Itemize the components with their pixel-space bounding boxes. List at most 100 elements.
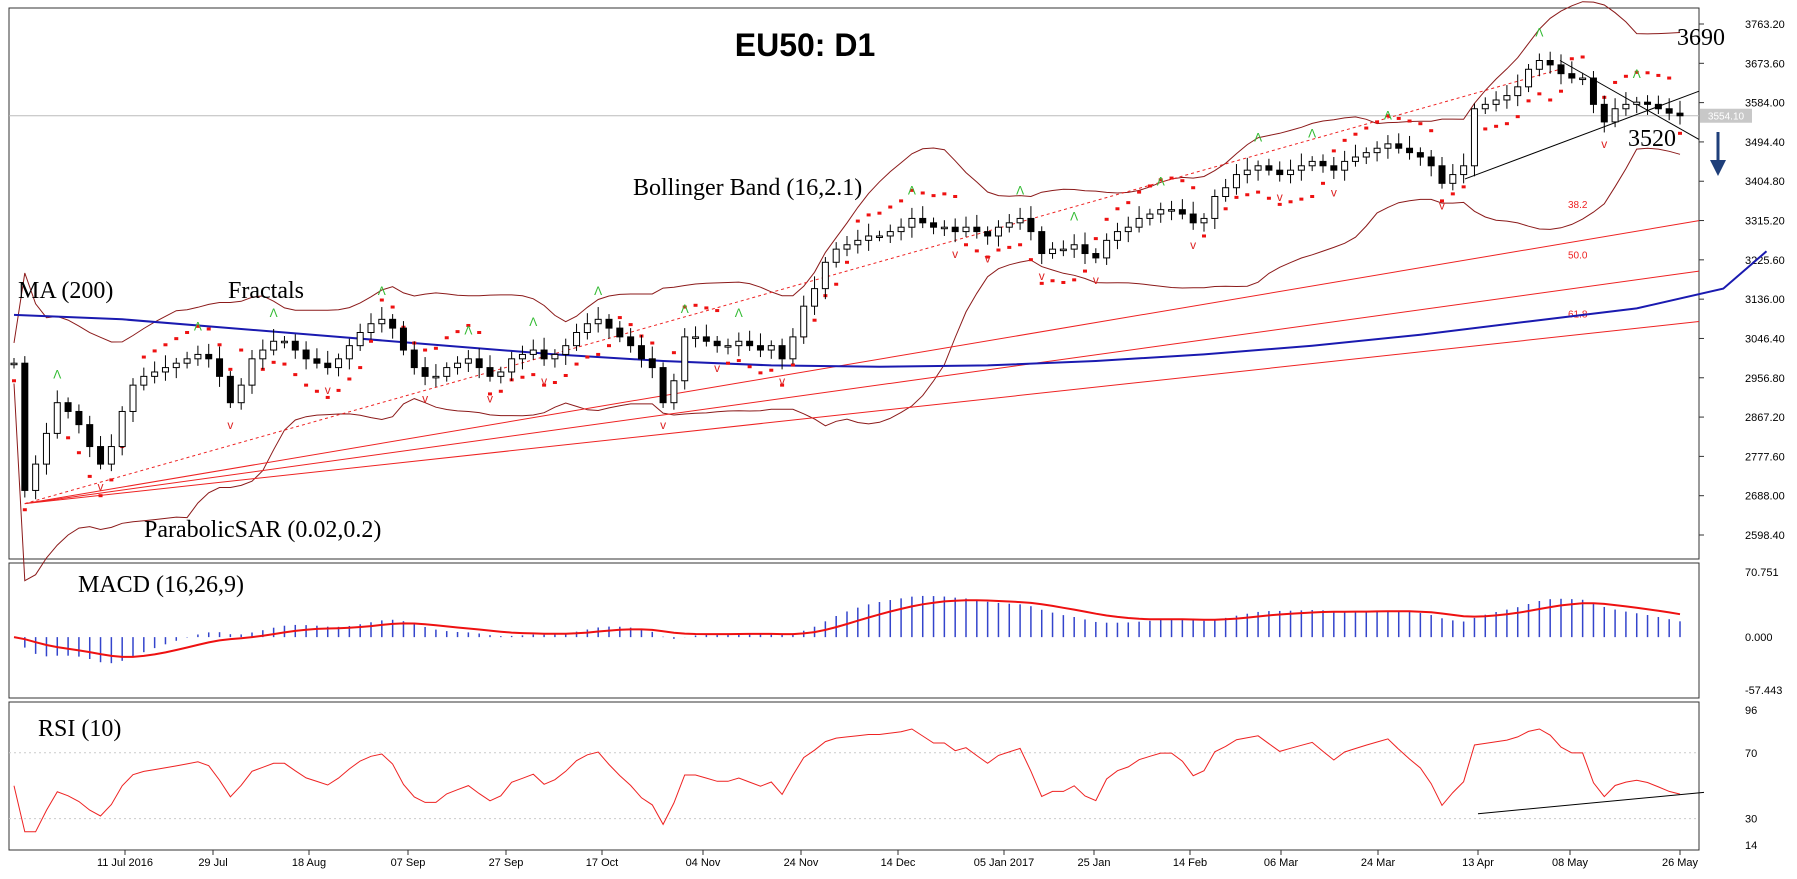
- fractal-down-icon: v: [952, 247, 958, 261]
- fractal-up-icon: Λ: [594, 284, 602, 298]
- candle-bull: [692, 336, 700, 339]
- candle-bear: [486, 367, 494, 377]
- candle-bull: [962, 226, 970, 233]
- price-tick-label: 3046.40: [1745, 333, 1785, 345]
- rsi-label: RSI (10): [38, 716, 121, 742]
- sar-dot: [1137, 190, 1142, 194]
- fractal-down-icon: v: [779, 374, 785, 388]
- price-tick-label: 3225.60: [1745, 255, 1785, 267]
- fan-line-lower: [24, 321, 1700, 505]
- candle-bull: [1341, 160, 1349, 171]
- candle-bull: [194, 353, 202, 360]
- current-price-box: [1700, 108, 1752, 123]
- x-tick-label: 24 Mar: [1361, 857, 1396, 869]
- candle-bear: [540, 349, 548, 360]
- bollinger-annotation: Bollinger Band (16,2.1): [633, 175, 862, 201]
- candle-bull: [681, 336, 689, 382]
- candle-bear: [1406, 147, 1414, 154]
- sar-dot: [1548, 98, 1553, 102]
- sar-dot: [1504, 122, 1509, 126]
- candle-bull: [735, 340, 743, 347]
- candle-bear: [746, 340, 754, 347]
- candle-bear: [951, 226, 959, 233]
- sar-dot: [899, 199, 904, 203]
- candle-bull: [789, 336, 797, 360]
- sar-dot: [747, 365, 752, 369]
- candle-bear: [702, 336, 710, 342]
- candle-bear: [302, 349, 310, 360]
- price-tick-label: 2688.00: [1745, 491, 1785, 503]
- candle-bull: [1135, 217, 1143, 228]
- sar-dot: [1537, 92, 1542, 96]
- sar-dot: [1418, 122, 1423, 126]
- candle-bear: [410, 349, 418, 369]
- sar-dot: [650, 341, 655, 345]
- candle-bull: [1287, 169, 1295, 176]
- x-tick-label: 14 Feb: [1173, 857, 1207, 869]
- sar-dot: [1559, 89, 1563, 93]
- candle-bull: [1308, 160, 1316, 167]
- candle-bear: [291, 340, 299, 351]
- price-tick-label: 3763.20: [1745, 19, 1785, 31]
- candle-bear: [1330, 165, 1338, 171]
- sar-dot: [1158, 178, 1163, 182]
- sar-dot: [1007, 245, 1012, 249]
- sar-dot: [1180, 179, 1185, 183]
- sar-dot: [1385, 114, 1390, 118]
- current-price-label: 3554.10: [1708, 112, 1745, 123]
- candle-bull: [259, 349, 267, 360]
- candle-bull: [129, 384, 137, 412]
- sar-dot: [98, 494, 103, 498]
- fractal-up-icon: Λ: [378, 284, 386, 298]
- price-tick-label: 3404.80: [1745, 176, 1785, 188]
- candle-bear: [389, 318, 397, 329]
- sar-dot: [596, 352, 601, 356]
- sar-dot: [314, 389, 319, 393]
- trend-channel-dashed: [24, 68, 1561, 505]
- rsi-pane: [8, 701, 1700, 851]
- sar-dot: [1429, 129, 1434, 133]
- sar-dot: [682, 305, 687, 309]
- sar-dot: [531, 373, 536, 377]
- fib-level-label: 50.0: [1568, 250, 1588, 261]
- macd-signal-line: [13, 599, 1681, 658]
- candle-bull: [1103, 239, 1111, 259]
- sar-dot: [1461, 185, 1466, 189]
- sar-dot: [1483, 127, 1488, 131]
- fractal-down-icon: v: [1601, 137, 1607, 151]
- candle-bear: [226, 375, 234, 404]
- sar-dot: [1440, 199, 1444, 203]
- candle-bull: [1243, 169, 1251, 176]
- fractal-down-icon: v: [1190, 238, 1196, 252]
- sar-dot: [1310, 194, 1315, 198]
- candle-bear: [1276, 169, 1284, 176]
- sar-dot: [12, 379, 16, 383]
- x-tick-label: 08 May: [1552, 857, 1589, 869]
- candle-bear: [778, 345, 786, 360]
- candle-bull: [875, 235, 883, 238]
- sar-dot: [1396, 116, 1401, 120]
- candle-bear: [1427, 156, 1435, 167]
- candle-bear: [216, 358, 224, 377]
- candle-bull: [1633, 101, 1641, 105]
- rsi-tick-label: 14: [1745, 840, 1757, 852]
- sar-dot: [671, 351, 676, 355]
- candle-bull: [10, 362, 18, 366]
- sar-dot: [1083, 269, 1087, 273]
- sar-dot: [520, 375, 525, 379]
- sar-dot: [617, 316, 622, 320]
- sar-dot: [780, 383, 785, 387]
- rsi-trendline: [1477, 791, 1705, 815]
- candle-bear: [713, 340, 721, 347]
- candle-bear: [1557, 64, 1565, 75]
- candle-bear: [1265, 165, 1273, 171]
- support-label: 3520: [1628, 126, 1676, 152]
- candle-bull: [1016, 217, 1024, 224]
- sar-dot: [790, 363, 795, 367]
- sar-dot: [1191, 186, 1196, 190]
- candle-bull: [172, 362, 180, 369]
- candle-bull: [1470, 108, 1478, 167]
- candle-bull: [1059, 248, 1067, 252]
- sar-dot: [1580, 55, 1585, 59]
